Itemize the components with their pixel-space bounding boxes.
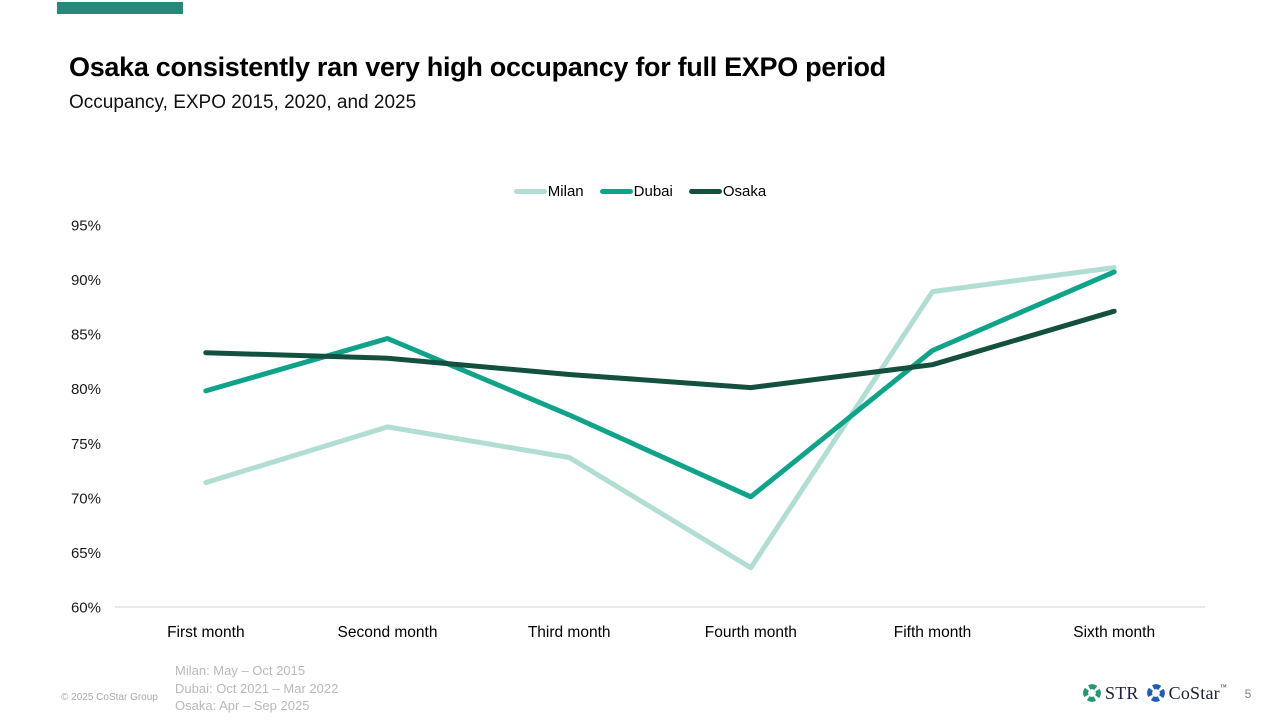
legend-label-dubai: Dubai [633, 183, 673, 200]
page-title: Osaka consistently ran very high occupan… [69, 52, 886, 82]
legend-label-milan: Milan [547, 183, 584, 200]
legend-item-osaka: Osaka [688, 183, 767, 200]
footer-logos: STR CoStar™ [1082, 681, 1227, 705]
x-axis-label: First month [167, 624, 245, 641]
series-line-milan [203, 265, 1117, 571]
costar-pinwheel-icon [1146, 684, 1165, 702]
y-tick-label: 65% [71, 545, 101, 562]
str-pinwheel-icon [1083, 684, 1101, 702]
y-tick-label: 90% [71, 272, 101, 289]
costar-logo-text: CoStar™ [1168, 682, 1227, 703]
legend-swatch-dubai [599, 189, 633, 194]
page-number: 5 [1244, 687, 1252, 701]
chart-footnotes: Milan: May – Oct 2015 Dubai: Oct 2021 – … [175, 662, 338, 715]
x-axis-label: Fifth month [894, 624, 972, 641]
y-tick-label: 85% [71, 327, 101, 344]
str-logo-text: STR [1105, 682, 1139, 703]
y-tick-label: 80% [71, 381, 101, 398]
legend-swatch-milan [513, 189, 547, 194]
series-line-osaka [203, 308, 1117, 391]
y-tick-label: 70% [71, 490, 101, 507]
footnote-milan: Milan: May – Oct 2015 [175, 663, 306, 678]
series-line-dubai [203, 269, 1117, 500]
y-tick-label: 95% [71, 218, 101, 235]
footnote-osaka: Osaka: Apr – Sep 2025 [175, 698, 310, 713]
trademark-symbol: ™ [1219, 682, 1227, 691]
x-axis-label: Second month [338, 624, 438, 641]
page-subtitle: Occupancy, EXPO 2015, 2020, and 2025 [69, 92, 417, 113]
copyright-text: © 2025 CoStar Group [61, 692, 158, 703]
str-logo: STR [1082, 683, 1139, 704]
accent-bar [57, 2, 183, 14]
legend-item-milan: Milan [513, 183, 584, 200]
chart-legend: Milan Dubai Osaka [0, 183, 1280, 200]
x-axis-label: Third month [528, 624, 611, 641]
legend-item-dubai: Dubai [599, 183, 673, 200]
legend-label-osaka: Osaka [722, 183, 767, 200]
x-axis-label: Sixth month [1073, 624, 1155, 641]
y-tick-label: 75% [71, 436, 101, 453]
x-axis-label: Fourth month [705, 624, 797, 641]
y-tick-label: 60% [71, 600, 101, 617]
footnote-dubai: Dubai: Oct 2021 – Mar 2022 [175, 680, 339, 696]
costar-logo: CoStar™ [1146, 683, 1227, 704]
legend-swatch-osaka [688, 189, 722, 194]
